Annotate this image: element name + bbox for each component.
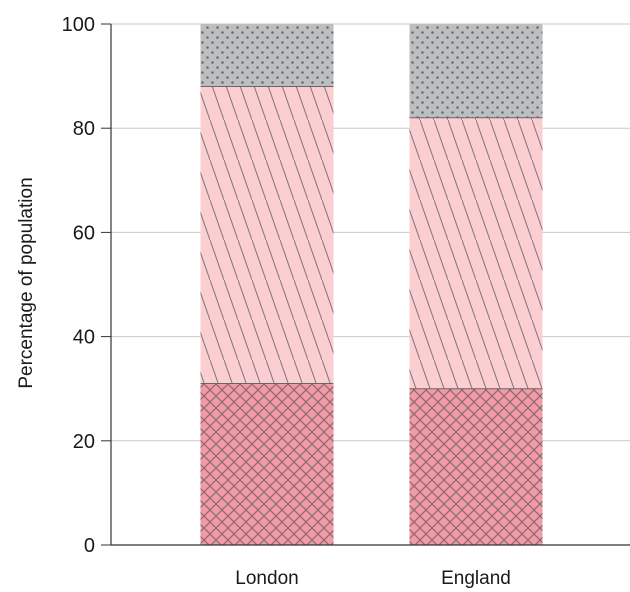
bar-segment-1	[200, 383, 334, 545]
x-tick-label: London	[235, 568, 298, 589]
x-tick-label: England	[441, 568, 511, 589]
bar-segment-2	[200, 86, 334, 384]
y-axis-title: Percentage of population	[16, 177, 37, 388]
axes: 0 20 40 60 80 100 London England	[62, 14, 630, 589]
y-tick-label: 100	[62, 14, 95, 36]
y-tick-label: 60	[73, 222, 95, 244]
bar-segment-2	[409, 117, 543, 389]
bars	[200, 24, 543, 545]
y-tick-label: 20	[73, 431, 95, 453]
y-tick-label: 0	[84, 535, 95, 557]
bar-segment-1	[409, 388, 543, 545]
bar-segment-3	[200, 24, 334, 87]
y-tick-label: 40	[73, 327, 95, 349]
y-tick-label: 80	[73, 118, 95, 140]
grid-lines	[111, 23, 630, 442]
bar-segment-3	[409, 24, 543, 118]
